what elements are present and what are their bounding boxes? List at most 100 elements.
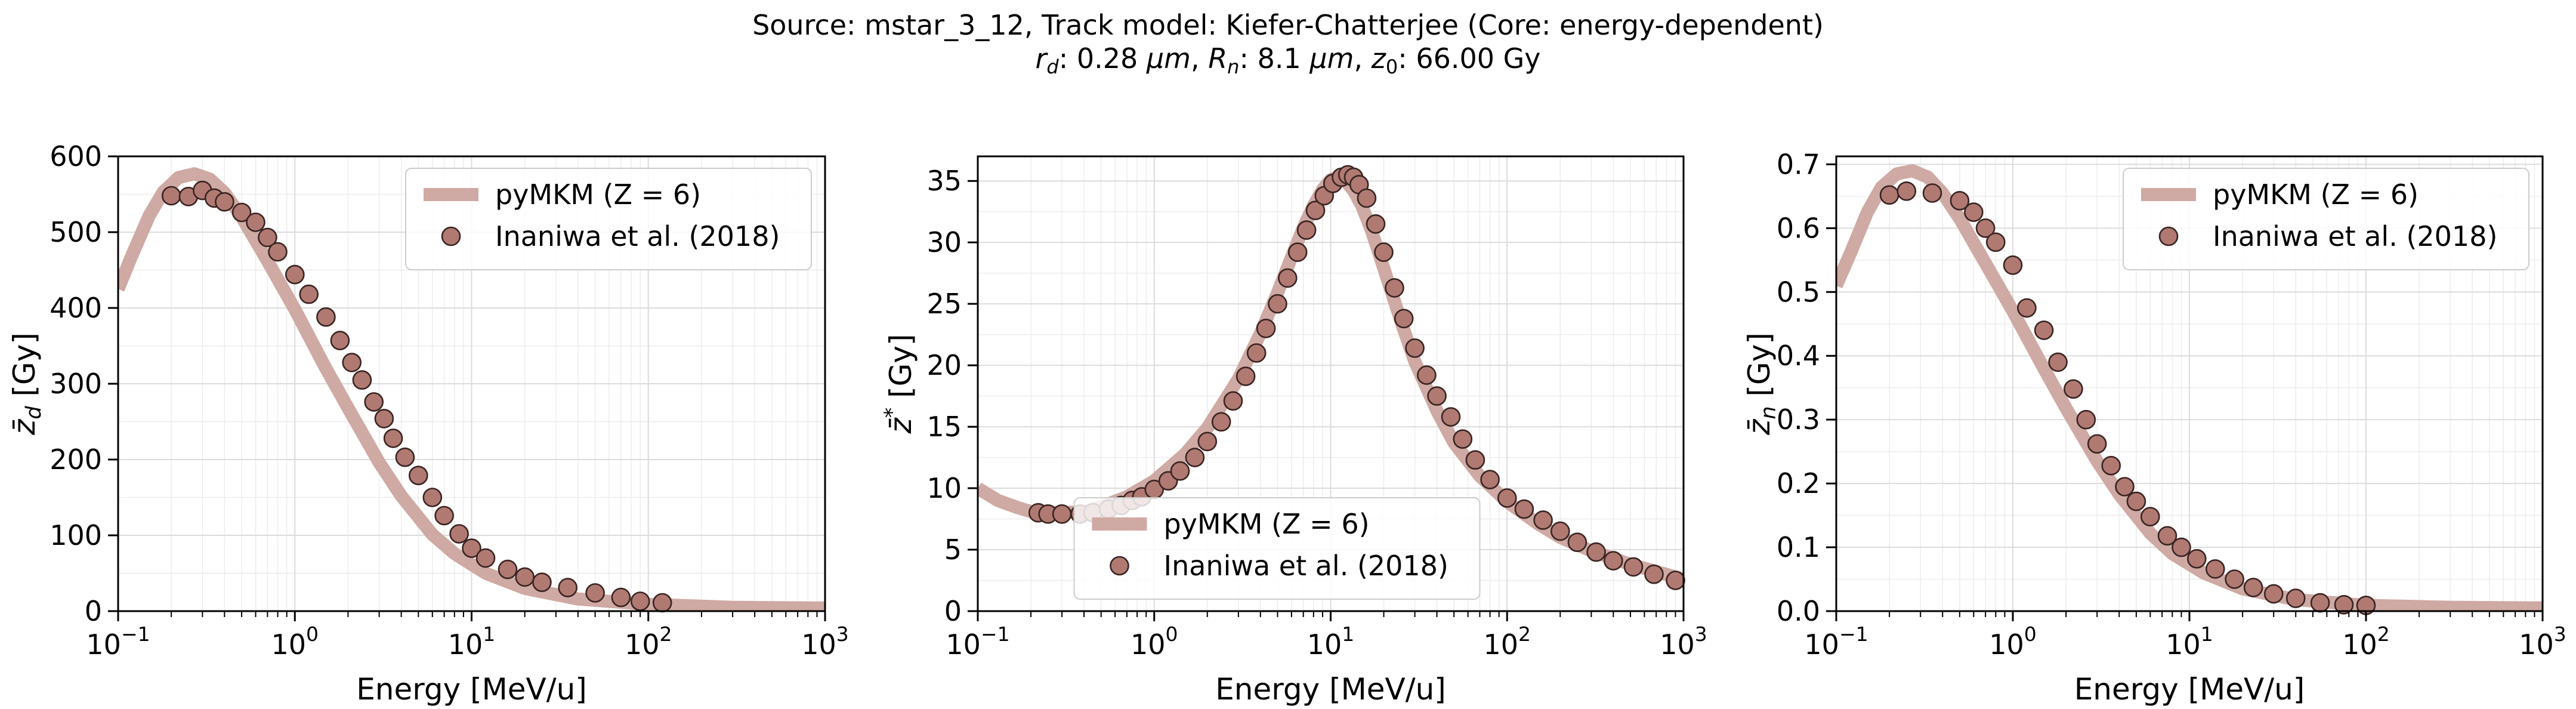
x-tick-label: 100 (1131, 622, 1178, 661)
data-point (1623, 557, 1644, 577)
data-point (299, 284, 319, 304)
data-point (1417, 365, 1437, 385)
data-point (2172, 537, 2191, 557)
x-tick-exponent: −1 (981, 622, 1010, 646)
y-label-unit: [Gy] (884, 334, 918, 408)
y-tick-label: 10 (926, 472, 962, 504)
x-tick-base: 10 (946, 628, 981, 661)
data-point (1256, 318, 1276, 338)
data-point (2263, 584, 2284, 604)
y-label-unit: [Gy] (1742, 332, 1777, 406)
x-tick-label: 101 (448, 622, 496, 661)
legend: pyMKM (Z = 6) Inaniwa et al. (2018) (405, 168, 812, 270)
x-tick-exponent: 2 (2377, 622, 2390, 646)
data-point (630, 591, 650, 611)
x-tick-label: 103 (1660, 622, 1707, 661)
data-point (1879, 185, 1899, 205)
title-rd-unit: μm (1146, 42, 1191, 75)
title-rd-sub: d (1046, 56, 1059, 78)
data-point (2157, 526, 2177, 546)
data-point (1197, 431, 1218, 452)
data-point (1533, 510, 1553, 530)
data-point (515, 567, 535, 587)
y-label-unit: [Gy] (7, 332, 42, 406)
data-point (1305, 201, 1326, 220)
data-point (1366, 214, 1386, 234)
data-point (1550, 521, 1570, 541)
data-point (1604, 551, 1623, 571)
data-point (246, 212, 265, 232)
y-axis: 0 100 200 300 400 500 600 z̄d [Gy] (7, 140, 118, 627)
data-point (1922, 183, 1942, 203)
x-tick-exponent: 1 (2201, 622, 2213, 646)
data-point (1644, 564, 1664, 584)
x-tick-exponent: 0 (306, 622, 319, 646)
x-axis-label: Energy [MeV/u] (356, 672, 587, 707)
data-point (1465, 450, 1485, 470)
x-tick-label: 10−1 (1804, 622, 1868, 661)
title-rn-unit: μm (1309, 42, 1354, 75)
y-label-superscript: * (881, 408, 904, 418)
data-point (1278, 268, 1298, 288)
data-point (1052, 504, 1072, 524)
legend-box (2123, 168, 2529, 270)
y-tick-label: 20 (926, 349, 962, 381)
data-point (364, 392, 384, 412)
data-point (449, 524, 469, 544)
y-axis-label: z̄n [Gy] (1742, 332, 1781, 436)
data-point (1453, 429, 1473, 449)
data-point (215, 192, 234, 212)
data-point (1480, 470, 1500, 489)
y-tick-label: 0.7 (1777, 148, 1820, 180)
y-tick-label: 0.0 (1777, 595, 1820, 627)
x-tick-exponent: 0 (1166, 622, 1178, 646)
legend: pyMKM (Z = 6) Inaniwa et al. (2018) (2123, 168, 2529, 270)
legend-label: Inaniwa et al. (2018) (495, 220, 780, 252)
data-point (330, 331, 350, 350)
x-tick-base: 10 (2166, 628, 2201, 661)
data-point (1268, 294, 1287, 314)
data-point (475, 548, 496, 568)
y-label-symbol: z̄ (7, 418, 42, 436)
legend-label: Inaniwa et al. (2018) (2213, 220, 2497, 252)
title-rn-value: : 8.1 (1239, 42, 1309, 75)
y-tick-label: 0.1 (1777, 531, 1820, 563)
data-point (1586, 542, 1606, 562)
y-tick-label: 300 (50, 368, 102, 400)
y-tick-label: 0.3 (1777, 403, 1820, 436)
data-point (395, 447, 415, 467)
x-tick-exponent: −1 (121, 622, 150, 646)
data-point (383, 429, 403, 448)
data-point (2126, 491, 2146, 511)
series-markers-inaniwa (161, 180, 672, 613)
legend-box (1073, 497, 1481, 600)
y-tick-label: 35 (926, 165, 962, 197)
data-point (1223, 391, 1243, 411)
data-point (1964, 202, 1984, 222)
figure-title-line1: Source: mstar_3_12, Track model: Kiefer-… (752, 9, 1824, 41)
data-point (268, 242, 288, 262)
series-markers-inaniwa (1879, 181, 2376, 615)
data-point (498, 559, 518, 579)
data-point (374, 409, 394, 429)
data-point (611, 587, 631, 608)
data-point (2003, 255, 2023, 275)
data-point (1236, 366, 1256, 386)
x-tick-label: 10−1 (946, 622, 1009, 661)
title-rn-sub: n (1227, 56, 1239, 78)
title-separator-2: , (1354, 42, 1371, 75)
x-tick-base: 10 (625, 628, 660, 661)
x-tick-label: 102 (625, 622, 672, 661)
x-tick-base: 10 (1307, 628, 1342, 661)
title-rd-symbol: r (1035, 42, 1048, 75)
x-tick-exponent: 1 (483, 622, 495, 646)
x-tick-base: 10 (1483, 628, 1518, 661)
y-tick-label: 0 (944, 595, 962, 627)
x-tick-base: 10 (86, 628, 121, 661)
data-point (1374, 242, 1394, 262)
